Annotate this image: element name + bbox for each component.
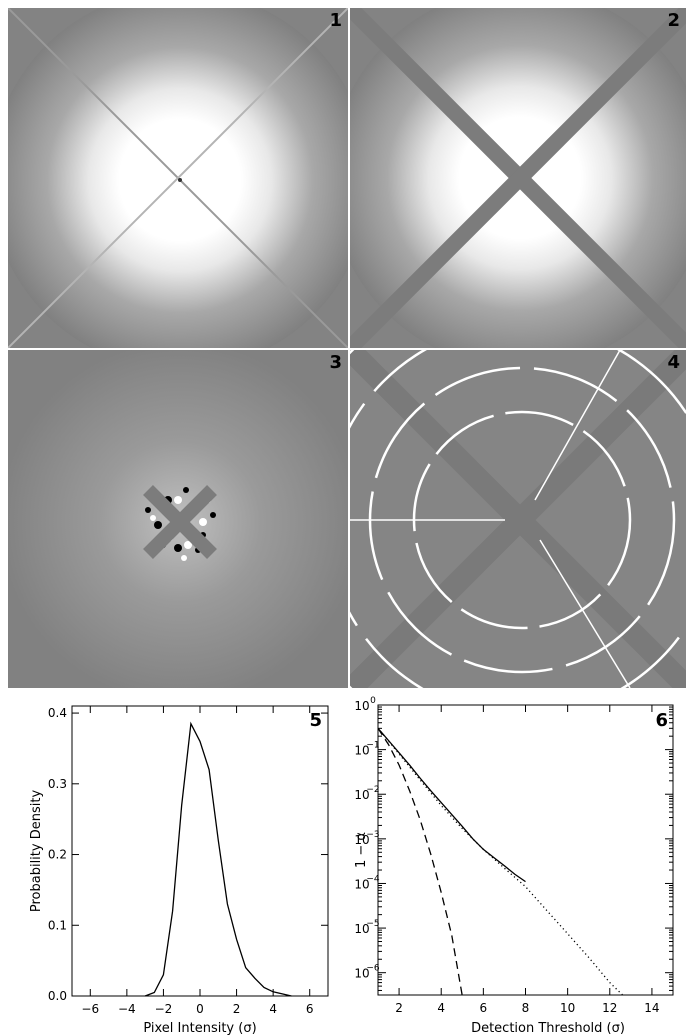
image-panel-4: 4 [350,350,686,688]
y-tick-label: 10 [354,833,369,847]
x-tick-label: −6 [81,1002,99,1016]
x-tick-label: −4 [118,1002,136,1016]
chart-panel-5: −6 −4 −2 0 2 4 6 0.0 0.1 0.2 0.3 0.4 Pixel Intensit… [0,690,343,1035]
image-panel-3: 3 [8,350,348,688]
y-tick-exponent: −6 [366,964,380,974]
y-tick-exponent: −1 [366,741,379,751]
x-tick-label: 6 [480,1001,488,1015]
pixel-intensity-chart: −6 −4 −2 0 2 4 6 0.0 0.1 0.2 0.3 0.4 Pixel Intensit… [29,705,329,1035]
annuli-image [350,350,686,688]
panel-number-2: 2 [667,10,680,31]
dashed-series-line [377,727,463,997]
x-tick-label: 12 [602,1001,617,1015]
y-tick-label: 10 [354,699,369,713]
y-tick-label: 0.2 [48,848,67,862]
masked-psf-image [350,8,686,348]
image-panel-2: 2 [350,8,686,348]
y-tick-label: 0.0 [48,989,67,1003]
subtracted-image [8,350,348,688]
chart-panel-6: 2 4 6 8 10 12 14 10 0 10 −1 10 −2 10 −3 10 −4 10 −5 10 −6 De… [343,690,686,1035]
panel-number-6: 6 [655,710,668,731]
y-axis-label: Probability Density [29,790,44,913]
panel-number-4: 4 [667,352,680,373]
y-tick-label: 10 [354,922,369,936]
y-tick-exponent: 0 [370,696,376,706]
y-tick-label: 0.1 [48,918,67,932]
x-tick-label: 2 [395,1001,403,1015]
y-axis-label: 1 − α [354,832,369,868]
y-tick-label: 0.3 [48,777,67,791]
dotted-series-line [377,727,623,996]
x-tick-label: 10 [560,1001,575,1015]
y-tick-label: 10 [354,967,369,981]
x-tick-label: 8 [522,1001,530,1015]
x-tick-label: 0 [196,1002,204,1016]
y-tick-exponent: −3 [366,830,379,840]
solid-series-line [377,727,526,883]
stellar-psf-image [8,8,348,348]
plot-frame [71,705,329,997]
y-tick-label: 10 [354,744,369,758]
panel-number-3: 3 [329,352,342,373]
x-tick-label: 2 [233,1002,241,1016]
panel-number-5: 5 [309,710,322,731]
image-panel-1: 1 [8,8,348,348]
y-tick-label: 0.4 [48,706,67,720]
probability-density-line [144,721,292,997]
y-tick-exponent: −5 [366,919,379,929]
y-tick-label: 10 [354,877,369,891]
y-tick-exponent: −2 [366,785,379,795]
x-axis-label: Pixel Intensity (σ) [143,1021,256,1035]
x-tick-label: 4 [437,1001,445,1015]
y-tick-exponent: −4 [366,874,380,884]
x-axis-label: Detection Threshold (σ) [471,1021,625,1035]
x-tick-label: 4 [269,1002,277,1016]
x-tick-label: −2 [155,1002,173,1016]
panel-number-1: 1 [329,10,342,31]
x-tick-label: 6 [306,1002,314,1016]
x-tick-label: 14 [644,1001,659,1015]
plot-frame [377,704,674,996]
y-tick-label: 10 [354,788,369,802]
